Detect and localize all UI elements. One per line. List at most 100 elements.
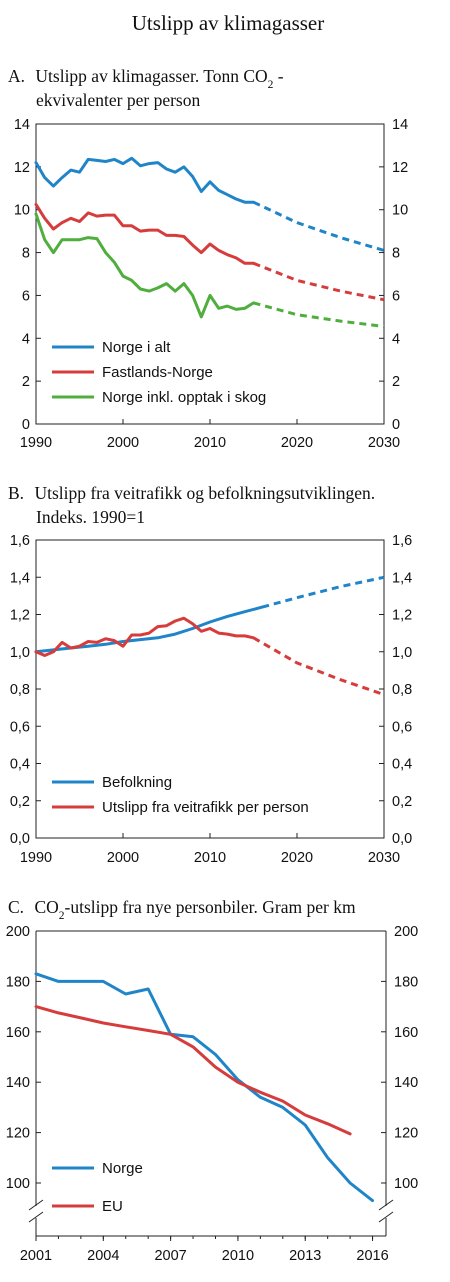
y-tick-label-right: 8 [392, 246, 400, 262]
series-line-3 [34, 212, 255, 319]
panel-c-title-post: -utslipp fra nye personbiler. Gram per k… [65, 897, 356, 917]
panel-a-letter: A. [8, 66, 25, 86]
svg-text:C. CO2-utslipp fra nye p: C. CO2-utslipp fra nye personbiler. Gram… [8, 897, 356, 922]
y-tick-label-left: 140 [6, 1075, 30, 1091]
x-tick-label: 2013 [289, 1248, 321, 1264]
series-line-1 [34, 972, 374, 1203]
x-tick-label: 2020 [281, 850, 313, 866]
y-tick-label-right: 1,0 [392, 645, 412, 661]
y-tick-label-left: 0,6 [10, 719, 30, 735]
panel-c-title: C. CO2-utslipp fra nye personbiler. Gram… [8, 897, 356, 922]
y-tick-label-left: 12 [14, 160, 30, 176]
series-projection-1 [261, 575, 385, 609]
x-tick-label: 1990 [20, 435, 52, 451]
y-tick-label-right: 4 [392, 331, 400, 347]
legend-label-2: Fastlands-Norge [102, 364, 213, 381]
y-tick-label-right: 1,4 [392, 570, 412, 586]
legend-label-3: Norge inkl. opptak i skog [102, 389, 266, 406]
svg-text:B. Utslipp fra veitrafik: B. Utslipp fra veitrafikk og befolknings… [8, 483, 375, 503]
y-tick-label-right: 10 [392, 203, 408, 219]
series-projection-3 [253, 301, 385, 328]
axis-break-right [378, 1199, 394, 1223]
y-tick-label-right: 0,6 [392, 719, 412, 735]
y-tick-label-left: 1,2 [10, 608, 30, 624]
panel-c-plot-frame [35, 930, 387, 1237]
x-tick-label: 2030 [368, 435, 400, 451]
y-tick-label-left: 100 [6, 1176, 30, 1192]
y-tick-label-left: 10 [14, 203, 30, 219]
series-line-2 [34, 202, 255, 265]
y-tick-label-right: 1,6 [392, 533, 412, 549]
x-tick-label: 1990 [20, 850, 52, 866]
legend-label-1: Norge i alt [102, 339, 171, 356]
legend-label-2: Utslipp fra veitrafikk per person [102, 799, 309, 816]
panel-a-title-line1: Utslipp av klimagasser. Tonn CO [35, 66, 267, 86]
y-tick-label-right: 160 [394, 1025, 418, 1041]
legend-label-2: EU [102, 1198, 123, 1215]
y-tick-label-right: 0,0 [392, 831, 412, 847]
series-projection-2 [252, 636, 385, 697]
y-tick-label-right: 6 [392, 288, 400, 304]
panel-a-title: A. Utslipp av klimagasser. Tonn CO2 - ek… [8, 66, 284, 110]
y-tick-label-left: 2 [22, 374, 30, 390]
y-tick-label-left: 160 [6, 1025, 30, 1041]
y-tick-label-left: 120 [6, 1126, 30, 1142]
y-tick-label-left: 0,8 [10, 682, 30, 698]
x-tick-label: 2030 [368, 850, 400, 866]
legend-label-1: Norge [102, 1160, 143, 1177]
y-tick-label-right: 0,8 [392, 682, 412, 698]
panel-a-title-line2: ekvivalenter per person [36, 90, 200, 110]
y-tick-label-left: 0 [22, 417, 30, 433]
x-tick-label: 2016 [356, 1248, 388, 1264]
x-tick-label: 2007 [154, 1248, 186, 1264]
y-tick-label-right: 14 [392, 117, 408, 133]
series-projection-2 [252, 261, 385, 302]
y-tick-label-left: 1,0 [10, 645, 30, 661]
y-tick-label-left: 200 [6, 924, 30, 940]
y-tick-label-left: 6 [22, 288, 30, 304]
panel-c-title-pre: CO [34, 897, 58, 917]
y-tick-label-left: 8 [22, 246, 30, 262]
panel-c-title-subscript: 2 [59, 910, 65, 922]
x-tick-label: 2000 [107, 850, 139, 866]
legend-label-1: Befolkning [102, 774, 172, 791]
x-tick-label: 2010 [222, 1248, 254, 1264]
y-tick-label-right: 2 [392, 374, 400, 390]
y-tick-label-left: 0,4 [10, 757, 30, 773]
y-tick-label-left: 0,0 [10, 831, 30, 847]
y-tick-label-right: 0,2 [392, 794, 412, 810]
y-tick-label-right: 12 [392, 160, 408, 176]
figure-title: Utslipp av klimagasser [132, 11, 324, 35]
panel-b-plot-frame [35, 539, 385, 839]
x-tick-label: 2020 [281, 435, 313, 451]
y-tick-label-left: 1,6 [10, 533, 30, 549]
series-line-2 [34, 616, 255, 657]
x-tick-label: 2000 [107, 435, 139, 451]
panel-a-title-dash: - [273, 66, 283, 86]
x-tick-label: 2010 [194, 850, 226, 866]
y-tick-label-right: 140 [394, 1075, 418, 1091]
y-tick-label-left: 1,4 [10, 570, 30, 586]
panel-c-letter: C. [8, 897, 24, 917]
panel-b-title-line2: Indeks. 1990=1 [36, 507, 145, 527]
y-tick-label-right: 1,2 [392, 608, 412, 624]
svg-text:A. Utslipp av klimagasse: A. Utslipp av klimagasser. Tonn CO2 - [8, 66, 284, 91]
y-tick-label-left: 0,2 [10, 794, 30, 810]
y-tick-label-right: 0 [392, 417, 400, 433]
x-tick-label: 2001 [20, 1248, 52, 1264]
y-tick-label-left: 4 [22, 331, 30, 347]
y-tick-label-right: 200 [394, 924, 418, 940]
y-tick-label-right: 180 [394, 974, 418, 990]
panel-a-title-subscript: 2 [268, 79, 274, 91]
y-tick-label-right: 0,4 [392, 757, 412, 773]
x-tick-label: 2010 [194, 435, 226, 451]
x-tick-label: 2004 [87, 1248, 119, 1264]
series-line-1 [34, 605, 264, 654]
series-line-2 [34, 1005, 352, 1136]
panel-b-letter: B. [8, 483, 24, 503]
axis-break-left [28, 1199, 44, 1223]
y-tick-label-right: 120 [394, 1126, 418, 1142]
panel-b-title: B. Utslipp fra veitrafikk og befolknings… [8, 483, 375, 527]
y-tick-label-left: 180 [6, 974, 30, 990]
y-tick-label-left: 14 [14, 117, 30, 133]
